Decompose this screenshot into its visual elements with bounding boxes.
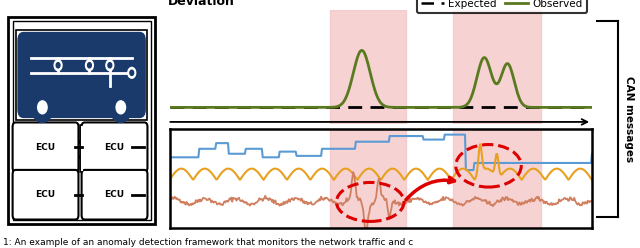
Text: ECU: ECU bbox=[104, 143, 125, 152]
Circle shape bbox=[128, 67, 136, 78]
FancyBboxPatch shape bbox=[17, 32, 146, 118]
FancyBboxPatch shape bbox=[82, 123, 147, 172]
Text: ECU: ECU bbox=[104, 190, 125, 199]
Bar bbox=[330, 129, 406, 228]
Bar bbox=[330, 10, 406, 124]
Text: ECU: ECU bbox=[35, 143, 56, 152]
Circle shape bbox=[106, 60, 114, 71]
FancyBboxPatch shape bbox=[16, 30, 147, 120]
Circle shape bbox=[88, 63, 92, 68]
Circle shape bbox=[86, 60, 93, 71]
FancyBboxPatch shape bbox=[13, 123, 79, 172]
Legend: Expected, Observed: Expected, Observed bbox=[417, 0, 587, 13]
Text: Deviation: Deviation bbox=[168, 0, 234, 8]
FancyBboxPatch shape bbox=[8, 17, 156, 224]
Text: 1: An example of an anomaly detection framework that monitors the network traffi: 1: An example of an anomaly detection fr… bbox=[3, 238, 413, 247]
Text: ECU: ECU bbox=[35, 190, 56, 199]
Text: CAN messages: CAN messages bbox=[624, 76, 634, 162]
FancyBboxPatch shape bbox=[13, 21, 150, 219]
Circle shape bbox=[54, 60, 62, 71]
Bar bbox=[452, 129, 541, 228]
Bar bbox=[452, 10, 541, 124]
Circle shape bbox=[38, 101, 47, 114]
Circle shape bbox=[110, 92, 132, 123]
FancyBboxPatch shape bbox=[82, 170, 147, 219]
Circle shape bbox=[130, 70, 134, 75]
Circle shape bbox=[31, 92, 53, 123]
FancyBboxPatch shape bbox=[13, 170, 79, 219]
Circle shape bbox=[108, 63, 112, 68]
Circle shape bbox=[116, 101, 125, 114]
Circle shape bbox=[56, 63, 60, 68]
